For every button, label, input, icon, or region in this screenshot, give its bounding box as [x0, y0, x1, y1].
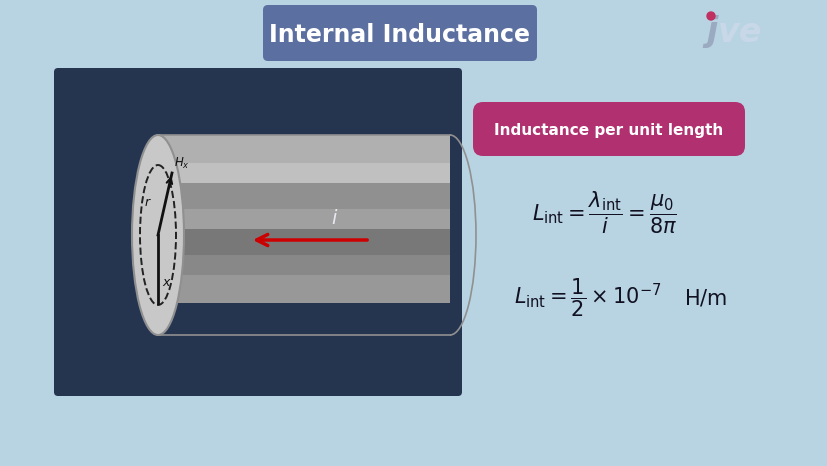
- Text: $\mathrm{H/m}$: $\mathrm{H/m}$: [684, 288, 727, 308]
- Text: j: j: [705, 15, 717, 48]
- Polygon shape: [158, 275, 449, 303]
- Text: $L_{\mathrm{int}} = \dfrac{1}{2} \times 10^{-7}$: $L_{\mathrm{int}} = \dfrac{1}{2} \times …: [514, 277, 661, 319]
- Polygon shape: [158, 183, 449, 209]
- Polygon shape: [158, 255, 449, 275]
- Circle shape: [706, 12, 715, 20]
- Text: $r$: $r$: [144, 197, 151, 210]
- Text: $L_{\mathrm{int}} = \dfrac{\lambda_{\mathrm{int}}}{i} = \dfrac{\mu_0}{8\pi}$: $L_{\mathrm{int}} = \dfrac{\lambda_{\mat…: [532, 190, 676, 236]
- Polygon shape: [158, 135, 449, 163]
- FancyBboxPatch shape: [54, 68, 461, 396]
- Text: $x$: $x$: [162, 276, 172, 289]
- Text: Inductance per unit length: Inductance per unit length: [494, 123, 723, 138]
- Polygon shape: [158, 163, 449, 183]
- FancyBboxPatch shape: [472, 102, 744, 156]
- Text: $H_x$: $H_x$: [174, 156, 189, 171]
- Text: $i$: $i$: [331, 208, 338, 227]
- Ellipse shape: [131, 135, 184, 335]
- Text: ve: ve: [717, 15, 762, 48]
- Polygon shape: [158, 209, 449, 229]
- Text: Internal Inductance: Internal Inductance: [269, 23, 530, 47]
- FancyBboxPatch shape: [263, 5, 537, 61]
- Polygon shape: [158, 229, 449, 255]
